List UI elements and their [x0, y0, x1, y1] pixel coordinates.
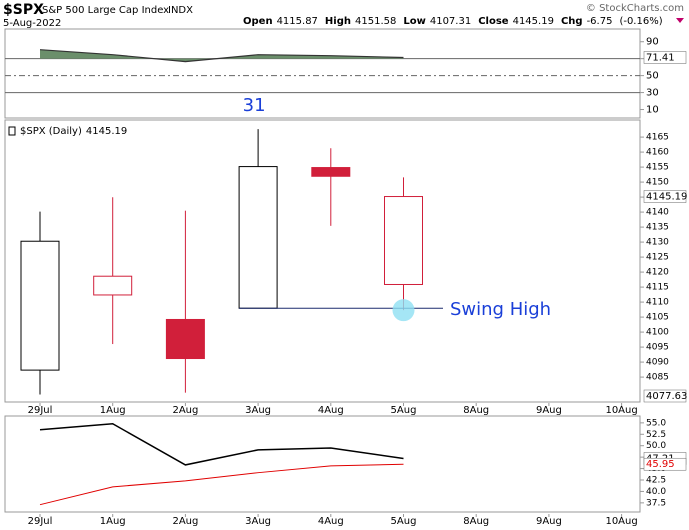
y-tick-label: 37.5: [646, 498, 666, 508]
y-tick-label: 4140: [646, 208, 669, 218]
quote-item: 4151.58: [355, 16, 396, 27]
x-tick-label: 3Aug: [245, 516, 271, 527]
y-tick-label: 40.0: [646, 487, 666, 497]
y-tick-label: 4160: [646, 148, 669, 158]
value-label: 4145.19: [646, 192, 687, 203]
y-tick-label: 4120: [646, 268, 669, 278]
candle-body: [238, 166, 278, 309]
candle-body: [311, 167, 351, 177]
value-box: [643, 389, 687, 403]
y-tick-label: 52.5: [646, 430, 666, 440]
x-tick-label: 9Aug: [536, 516, 562, 527]
x-tick-label: 8Aug: [463, 516, 489, 527]
annotation: 31: [243, 95, 266, 116]
candle-body: [20, 240, 60, 371]
value-label: 4077.63: [646, 391, 687, 402]
candle-body: [165, 318, 205, 360]
x-tick-label: 1Aug: [100, 405, 126, 416]
panel-frame: [4, 415, 641, 513]
swing-label: Swing High: [450, 299, 551, 320]
x-tick-label: 3Aug: [245, 405, 271, 416]
quote-item: Close: [478, 16, 509, 27]
y-tick-label: 4155: [646, 163, 669, 173]
quote-item: 4115.87: [277, 16, 318, 27]
candle-body: [93, 275, 133, 296]
x-tick-label: 2Aug: [172, 405, 198, 416]
x-tick-label: 8Aug: [463, 405, 489, 416]
y-tick-label: 90: [646, 37, 659, 48]
line: [39, 423, 404, 466]
x-tick-label: 4Aug: [318, 516, 344, 527]
candle-body: [384, 196, 423, 285]
exchange: INDX: [168, 5, 193, 16]
panel-frame: [4, 28, 641, 119]
x-tick-label: 1Aug: [100, 516, 126, 527]
y-tick-label: 4100: [646, 328, 669, 338]
y-tick-label: 4105: [646, 313, 669, 323]
date: 5-Aug-2022: [3, 18, 61, 29]
y-tick-label: 4150: [646, 178, 669, 188]
x-tick-label: 2Aug: [172, 516, 198, 527]
symbol: $SPX: [3, 2, 44, 18]
y-tick-label: 10: [646, 105, 659, 116]
quote-item: Open: [243, 16, 273, 27]
quote-item: High: [325, 16, 351, 27]
x-tick-label: 10Aug: [605, 516, 637, 527]
y-tick-label: 55.0: [646, 418, 666, 428]
y-tick-label: 4135: [646, 223, 669, 233]
y-tick-label: 42.5: [646, 476, 666, 486]
y-tick-label: 4115: [646, 283, 669, 293]
y-tick-label: 4130: [646, 238, 669, 248]
source: © StockCharts.com: [586, 3, 684, 14]
subtitle: S&P 500 Large Cap Index: [42, 5, 169, 16]
value-box: [643, 457, 687, 471]
panel-frame: [4, 119, 641, 403]
value-label: 71.41: [646, 52, 675, 63]
quote-item: (-0.16%): [619, 16, 662, 27]
legend-label: $SPX (Daily): [20, 126, 82, 137]
x-tick-label: 5Aug: [391, 516, 417, 527]
y-tick-label: 30: [646, 88, 659, 99]
value-box: [643, 51, 687, 64]
x-tick-label: 10Aug: [605, 405, 637, 416]
quote-line: Open 4115.87 High 4151.58 Low 4107.31 Close 414…: [243, 16, 663, 27]
swing-highlight: [392, 299, 415, 322]
y-tick-label: 4090: [646, 358, 669, 368]
legend-value: 4145.19: [86, 126, 127, 137]
quote-item: -6.75: [587, 16, 613, 27]
x-tick-label: 5Aug: [391, 405, 417, 416]
quote-item: Chg: [561, 16, 583, 27]
x-tick-label: 29Jul: [28, 405, 53, 416]
y-tick-label: 4085: [646, 373, 669, 383]
value-label: 45.95: [646, 459, 675, 470]
y-tick-label: 4110: [646, 298, 669, 308]
x-tick-label: 29Jul: [28, 516, 53, 527]
quote-item: 4145.19: [513, 16, 554, 27]
legend-icon: [8, 126, 16, 136]
x-tick-label: 9Aug: [536, 405, 562, 416]
y-tick-label: 4125: [646, 253, 669, 263]
quote-item: Low: [403, 16, 425, 27]
area-fill: [40, 49, 404, 62]
y-tick-label: 50.0: [646, 441, 666, 451]
x-tick-label: 4Aug: [318, 405, 344, 416]
line: [39, 463, 404, 506]
line: [39, 49, 404, 63]
y-tick-label: 50: [646, 71, 659, 82]
menu-icon[interactable]: [676, 18, 684, 23]
y-tick-label: 4165: [646, 133, 669, 143]
value-box: [643, 190, 687, 203]
quote-item: 4107.31: [430, 16, 471, 27]
y-tick-label: 4095: [646, 343, 669, 353]
